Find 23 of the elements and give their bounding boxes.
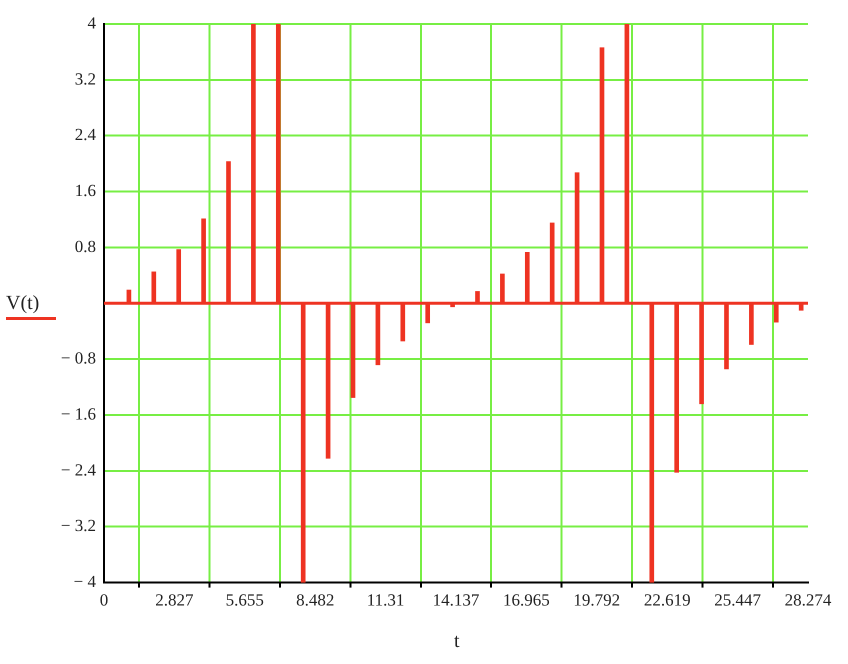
x-tick-label: 8.482 <box>296 590 334 610</box>
x-tick-label: 0 <box>100 590 108 610</box>
x-tick-label: 11.31 <box>366 590 404 610</box>
y-tick-label: 0.8 <box>74 236 96 256</box>
y-tick-label: 4 <box>88 13 96 32</box>
x-tick-label: 5.655 <box>226 590 264 610</box>
x-tick-label: 19.792 <box>573 590 620 610</box>
y-tick-label: − 1.6 <box>60 404 96 424</box>
y-axis-title: V(t) <box>6 292 40 314</box>
y-tick-label: − 2.4 <box>60 460 96 480</box>
y-tick-label: − 3.2 <box>60 516 96 536</box>
y-tick-label: 2.4 <box>74 125 96 144</box>
x-tick-label: 2.827 <box>155 590 194 610</box>
y-tick-label: − 0.8 <box>60 348 96 368</box>
x-tick-label: 22.619 <box>644 590 691 610</box>
x-tick-label: 28.274 <box>784 590 832 610</box>
x-tick-label: 16.965 <box>503 590 550 610</box>
y-tick-label: 1.6 <box>74 181 96 200</box>
x-tick-label: 14.137 <box>432 590 480 610</box>
x-tick-label: 25.447 <box>714 590 762 610</box>
y-tick-label: − 4 <box>74 572 96 592</box>
y-tick-label: 3.2 <box>74 69 96 88</box>
x-axis-title: t <box>454 630 460 653</box>
